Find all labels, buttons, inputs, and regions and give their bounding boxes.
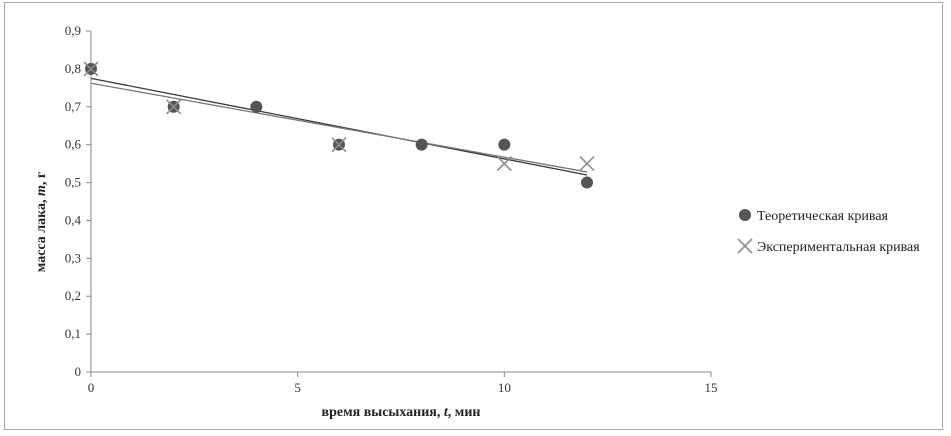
legend-marker-circle <box>739 209 751 221</box>
data-points <box>83 61 595 189</box>
y-tick-label: 0,8 <box>65 61 81 76</box>
data-point-series-1 <box>250 100 263 113</box>
data-point-series-2 <box>579 156 595 172</box>
x-tick-label: 15 <box>705 380 718 395</box>
x-tick-label: 5 <box>294 380 301 395</box>
y-tick-label: 0 <box>75 364 82 379</box>
legend-marker-cross <box>737 238 753 254</box>
y-tick-label: 0,6 <box>65 137 82 152</box>
chart-svg: 0 0,1 0,2 0,3 0,4 0,5 0,6 0,7 0,8 0,9 0 5 10 15 время… <box>34 23 920 420</box>
y-tick-label: 0,7 <box>65 99 82 114</box>
x-axis-title: время высыхания, t, мин <box>322 405 481 420</box>
trendlines <box>90 77 588 176</box>
y-tick-label: 0,4 <box>65 212 82 227</box>
data-point-series-1 <box>415 138 428 151</box>
data-point-series-2 <box>331 137 347 153</box>
y-tick-label: 0,2 <box>65 288 81 303</box>
x-tick-label: 10 <box>498 380 511 395</box>
legend-label: Теоретическая кривая <box>757 209 889 224</box>
trendline-series-1 <box>90 77 588 176</box>
data-point-series-1 <box>581 176 593 189</box>
legend: Теоретическая кривая Экспериментальная кр… <box>737 209 920 255</box>
y-tick-label: 0,5 <box>65 175 81 190</box>
y-tick-label: 0,3 <box>65 250 81 265</box>
x-tick-label: 0 <box>88 380 95 395</box>
data-point-series-2 <box>496 156 512 172</box>
data-point-series-1 <box>498 138 511 151</box>
chart-frame: 0 0,1 0,2 0,3 0,4 0,5 0,6 0,7 0,8 0,9 0 5 10 15 время… <box>4 2 943 430</box>
data-point-series-2 <box>166 99 182 115</box>
y-axis-title: масса лака, m, г <box>34 172 49 273</box>
axes: 0 0,1 0,2 0,3 0,4 0,5 0,6 0,7 0,8 0,9 0 5 10 15 <box>65 23 718 395</box>
trendline-series-2 <box>90 82 588 173</box>
legend-label: Экспериментальная кривая <box>757 240 920 255</box>
axis-titles: время высыхания, t, мин масса лака, m, г <box>34 172 480 420</box>
y-tick-label: 0,9 <box>65 23 81 38</box>
y-tick-label: 0,1 <box>65 326 81 341</box>
data-point-series-2 <box>83 61 99 77</box>
